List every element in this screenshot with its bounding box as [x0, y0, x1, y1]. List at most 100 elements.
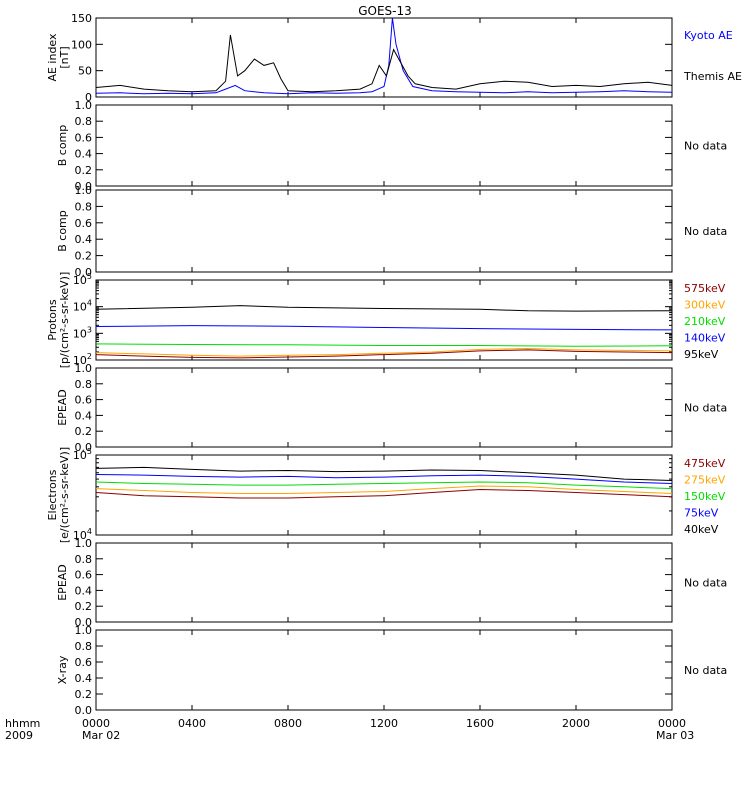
- y-tick-label: 0.8: [75, 640, 93, 653]
- y-axis-label: EPEAD: [56, 389, 69, 426]
- y-tick-label: 103: [73, 325, 92, 340]
- y-tick-label: 0.4: [75, 233, 93, 246]
- legend-label: Kyoto AE: [684, 29, 733, 42]
- y-tick-label: 0.8: [75, 200, 93, 213]
- series-line-75kev: [95, 474, 673, 484]
- series-line-275kev: [95, 485, 673, 494]
- y-tick-label: 0.2: [75, 425, 93, 438]
- y-tick-exponent: 4: [87, 527, 92, 536]
- y-tick-label: 0.8: [75, 378, 93, 391]
- x-tick-label: 0000: [82, 717, 110, 730]
- panel-2: 0.0 0.2 0.4 0.6 0.8 1.0 B comp No data: [56, 99, 727, 193]
- y-tick-label: 0.0: [75, 704, 93, 717]
- y-tick-label: 100: [71, 38, 92, 51]
- hhmm-label: hhmm: [5, 717, 40, 730]
- legend-label: 95keV: [684, 348, 719, 361]
- y-tick-label: 0.6: [75, 131, 93, 144]
- legend-label: 40keV: [684, 523, 719, 536]
- series-line-themis-ae: [95, 34, 673, 93]
- series-line-210kev: [95, 343, 673, 347]
- y-tick-label: 150: [71, 12, 92, 25]
- y-tick-label: 0.6: [75, 394, 93, 407]
- x-tick-label: 0800: [274, 717, 302, 730]
- series-line-40kev: [95, 466, 673, 481]
- y-tick-label: 1.0: [75, 184, 93, 197]
- panel-8: 0.0 0.2 0.4 0.6 0.8 1.0 X-ray No data: [56, 624, 727, 717]
- legend-label: 275keV: [684, 474, 726, 487]
- panel-frame: [95, 104, 673, 187]
- y-tick-label: 105: [73, 447, 92, 462]
- no-data-label: No data: [684, 225, 727, 238]
- y-axis-label: B comp: [56, 210, 69, 252]
- y-axis-label: EPEAD: [56, 564, 69, 601]
- y-tick-label: 1.0: [75, 99, 93, 112]
- date-end-label: Mar 03: [656, 729, 694, 742]
- x-tick-label: 1200: [370, 717, 398, 730]
- legend-label: 75keV: [684, 507, 719, 520]
- y-tick-label: 0.6: [75, 569, 93, 582]
- y-tick-label: 0.2: [75, 600, 93, 613]
- panel-frame: [95, 367, 673, 448]
- y-tick-label: 0.4: [75, 584, 93, 597]
- y-tick-exponent: 5: [87, 272, 92, 281]
- y-tick-label: 0.4: [75, 409, 93, 422]
- legend-label: 150keV: [684, 490, 726, 503]
- y-axis-label: B comp: [56, 125, 69, 167]
- panel-5: 0.0 0.2 0.4 0.6 0.8 1.0 EPEAD No data: [56, 362, 727, 454]
- panel-1: 0 50 100 150 AE index [nT] Kyoto AE Themis AE: [46, 12, 742, 104]
- series-line-300kev: [95, 347, 673, 357]
- legend-label: 575keV: [684, 282, 726, 295]
- date-start-label: Mar 02: [82, 729, 120, 742]
- y-tick-label: 0.8: [75, 115, 93, 128]
- series-line-95kev: [95, 305, 673, 312]
- y-tick-label: 0.2: [75, 688, 93, 701]
- y-axis-label: [e/(cm²-s-sr-keV)]: [58, 447, 71, 543]
- y-axis-label: Electrons: [46, 469, 59, 520]
- series-line-140kev: [95, 325, 673, 331]
- y-axis-label: [nT]: [58, 46, 71, 68]
- y-tick-label: 0.6: [75, 217, 93, 230]
- y-tick-label: 0.2: [75, 250, 93, 263]
- y-tick-label: 0.0: [75, 266, 93, 279]
- y-tick-exponent: 4: [87, 299, 92, 308]
- y-tick-label: 0.2: [75, 164, 93, 177]
- y-axis-label: [p/(cm²-s-sr-keV)]: [58, 272, 71, 369]
- y-tick-label: 0: [85, 91, 92, 104]
- panel-frame: [95, 189, 673, 273]
- panel-frame: [95, 542, 673, 623]
- panel-frame: [95, 629, 673, 711]
- y-axis-label: X-ray: [56, 655, 69, 684]
- y-axis-label: Protons: [46, 299, 59, 340]
- x-tick-label: 2000: [562, 717, 590, 730]
- series-line-575kev: [95, 349, 673, 359]
- y-tick-label: 0.0: [75, 616, 93, 629]
- no-data-label: No data: [684, 402, 727, 415]
- no-data-label: No data: [684, 577, 727, 590]
- series-line-475kev: [95, 488, 673, 499]
- panel-frame: [95, 454, 673, 536]
- panel-7: 0.0 0.2 0.4 0.6 0.8 1.0 EPEAD No data: [56, 537, 727, 629]
- legend-label: 140keV: [684, 332, 726, 345]
- y-tick-label: 0.4: [75, 672, 93, 685]
- y-axis-label: AE index: [46, 33, 59, 82]
- y-tick-label: 1.0: [75, 537, 93, 550]
- no-data-label: No data: [684, 664, 727, 677]
- y-tick-label: 1.0: [75, 624, 93, 637]
- legend-label: 475keV: [684, 457, 726, 470]
- x-tick-label: 1600: [466, 717, 494, 730]
- y-tick-label: 0.0: [75, 441, 93, 454]
- x-tick-label: 0400: [178, 717, 206, 730]
- y-tick-label: 105: [73, 272, 92, 287]
- y-tick-label: 0.0: [75, 180, 93, 193]
- series-line-150kev: [95, 481, 673, 490]
- panel-3: 0.0 0.2 0.4 0.6 0.8 1.0 B comp No data: [56, 184, 727, 279]
- panels-group: 0 50 100 150 AE index [nT] Kyoto AE Themis AE 0.…: [46, 12, 742, 717]
- legend-label: Themis AE: [683, 70, 742, 83]
- legend-label: 300keV: [684, 299, 726, 312]
- y-tick-label: 0.6: [75, 656, 93, 669]
- no-data-label: No data: [684, 140, 727, 153]
- y-tick-label: 50: [78, 65, 92, 78]
